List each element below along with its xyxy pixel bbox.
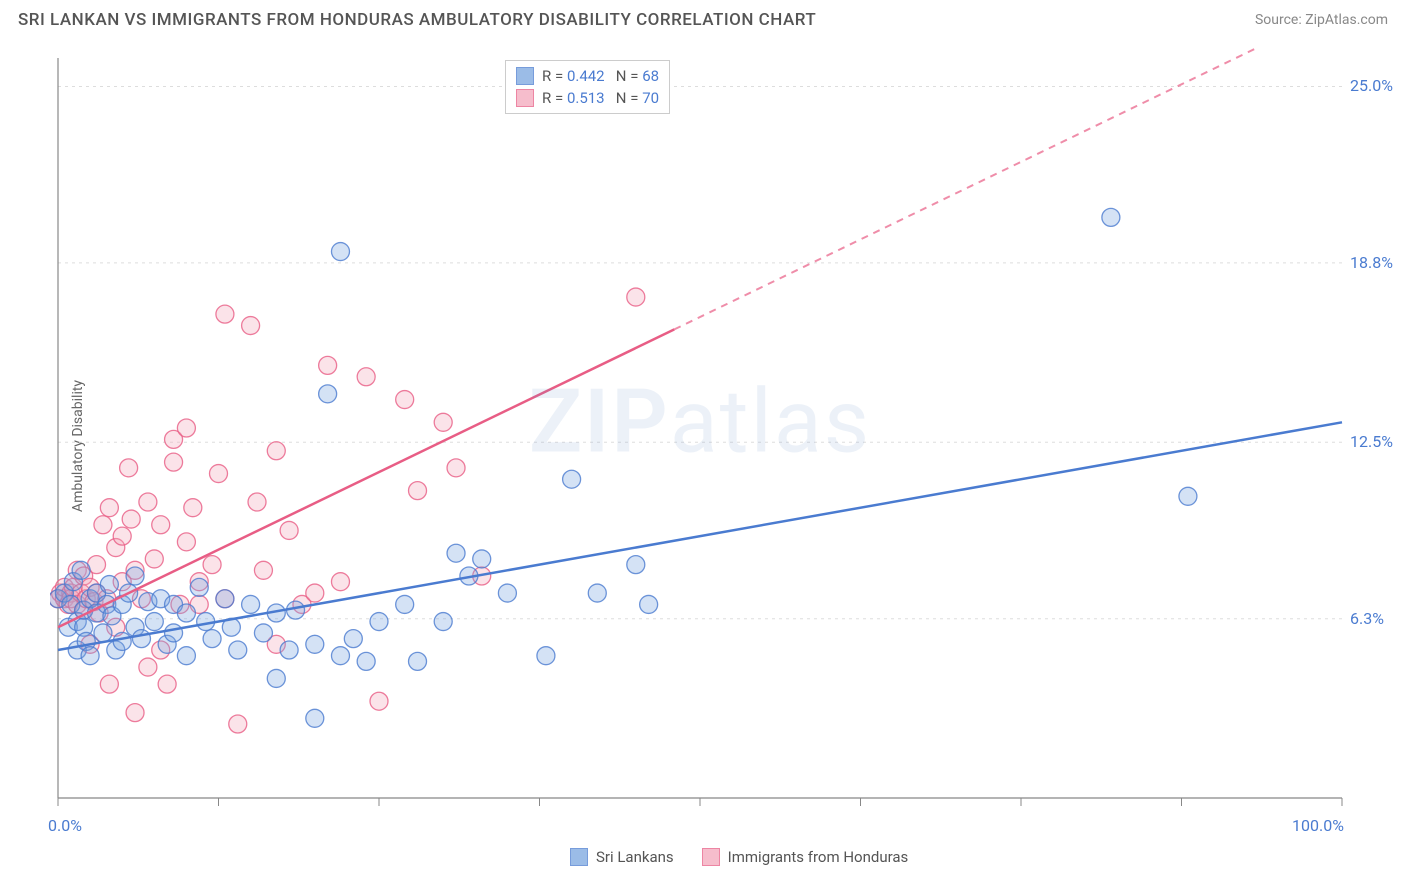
y-tick-label: 12.5% [1350,432,1393,451]
scatter-chart [50,48,1350,828]
x-axis-min-label: 0.0% [48,816,82,835]
legend-label-blue: Sri Lankans [596,848,674,866]
source-label: Source: ZipAtlas.com [1255,12,1388,28]
legend-item-blue: Sri Lankans [570,848,674,866]
legend-series: Sri Lankans Immigrants from Honduras [570,848,908,866]
swatch-pink [516,89,534,107]
legend-label-pink: Immigrants from Honduras [728,848,909,866]
legend-correlation: R = 0.442 N = 68R = 0.513 N = 70 [505,60,670,114]
swatch-blue [516,67,534,85]
y-tick-label: 18.8% [1350,253,1393,272]
page-title: SRI LANKAN VS IMMIGRANTS FROM HONDURAS A… [18,10,816,30]
legend-row-pink: R = 0.513 N = 70 [516,87,659,109]
x-axis-max-label: 100.0% [1292,816,1344,835]
chart-container: ZIPatlas R = 0.442 N = 68R = 0.513 N = 7… [50,48,1350,828]
y-tick-label: 6.3% [1350,609,1384,628]
legend-row-blue: R = 0.442 N = 68 [516,65,659,87]
swatch-blue [570,848,588,866]
swatch-pink [702,848,720,866]
y-tick-label: 25.0% [1350,76,1393,95]
legend-item-pink: Immigrants from Honduras [702,848,909,866]
